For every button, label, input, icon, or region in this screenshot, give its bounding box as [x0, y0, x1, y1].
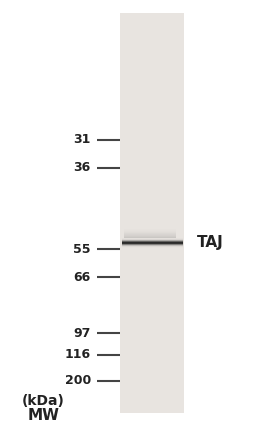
Bar [124, 228, 176, 229]
Text: TAJ: TAJ [197, 236, 224, 250]
Text: 97: 97 [73, 327, 91, 340]
Bar [124, 230, 176, 231]
Bar [124, 232, 176, 233]
Bar [124, 233, 176, 234]
Bar [124, 237, 176, 238]
Text: 66: 66 [74, 271, 91, 284]
Bar [120, 13, 184, 413]
Text: 116: 116 [65, 348, 91, 361]
Text: 55: 55 [73, 243, 91, 256]
Bar [124, 229, 176, 230]
Bar [124, 234, 176, 235]
Text: 36: 36 [74, 161, 91, 174]
Text: (kDa): (kDa) [22, 394, 65, 408]
Bar [124, 235, 176, 236]
Bar [124, 236, 176, 237]
Text: 31: 31 [73, 133, 91, 146]
Bar [124, 231, 176, 232]
Bar [124, 227, 176, 228]
Text: 200: 200 [65, 374, 91, 387]
Text: MW: MW [28, 408, 59, 423]
